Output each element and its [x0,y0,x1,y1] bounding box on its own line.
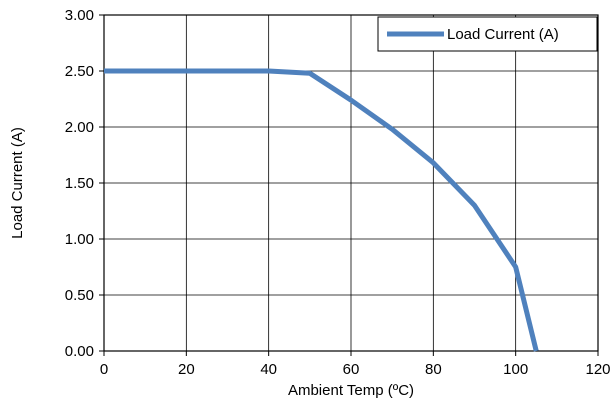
y-axis-ticks: 0.00 0.50 1.00 1.50 2.00 2.50 3.00 [65,7,104,360]
x-tick-label: 60 [343,361,360,378]
x-tick-label: 40 [260,361,277,378]
x-tick-label: 0 [100,361,108,378]
x-tick-label: 80 [425,361,442,378]
series-line [104,68,539,352]
x-axis-label: Ambient Temp (ºC) [288,382,414,399]
y-tick-label: 1.00 [65,231,94,248]
x-tick-label: 100 [503,361,528,378]
legend: Load Current (A) [377,16,598,52]
y-tick-label: 2.50 [65,63,94,80]
y-tick-label: 0.50 [65,287,94,304]
y-tick-label: 2.00 [65,119,94,136]
y-tick-label: 3.00 [65,7,94,24]
x-axis-ticks: 0 20 40 60 80 100 120 [100,351,611,378]
series [104,68,539,352]
x-tick-label: 20 [178,361,195,378]
y-tick-label: 1.50 [65,175,94,192]
legend-label: Load Current (A) [447,26,559,43]
y-tick-label: 0.00 [65,343,94,360]
y-axis-label: Load Current (A) [9,127,26,239]
x-tick-label: 120 [585,361,610,378]
